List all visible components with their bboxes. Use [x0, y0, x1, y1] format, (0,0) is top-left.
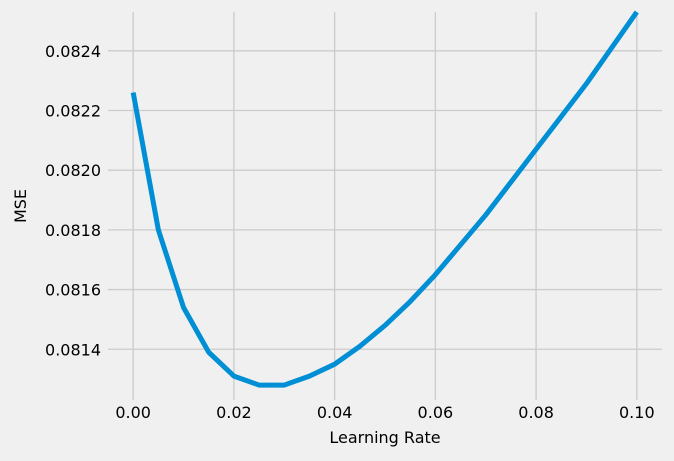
x-axis-label: Learning Rate: [329, 428, 440, 447]
grid-layer: [108, 12, 662, 400]
y-tick-label: 0.0824: [45, 42, 101, 61]
y-axis-label: MSE: [11, 189, 30, 223]
ticks-layer: 0.00 0.02 0.04 0.06 0.08 0.10 0.0814 0.0816 0.08…: [45, 42, 655, 422]
x-tick-label: 0.02: [216, 403, 252, 422]
series-line: [130, 10, 639, 388]
y-tick-label: 0.0822: [45, 101, 101, 120]
x-tick-label: 0.10: [619, 403, 655, 422]
y-tick-label: 0.0814: [45, 340, 101, 359]
x-tick-label: 0.08: [518, 403, 554, 422]
series-layer: [130, 10, 639, 388]
y-tick-label: 0.0820: [45, 161, 101, 180]
y-tick-label: 0.0816: [45, 281, 101, 300]
x-tick-label: 0.04: [317, 403, 353, 422]
x-tick-label: 0.00: [115, 403, 151, 422]
x-tick-label: 0.06: [418, 403, 454, 422]
y-tick-label: 0.0818: [45, 221, 101, 240]
